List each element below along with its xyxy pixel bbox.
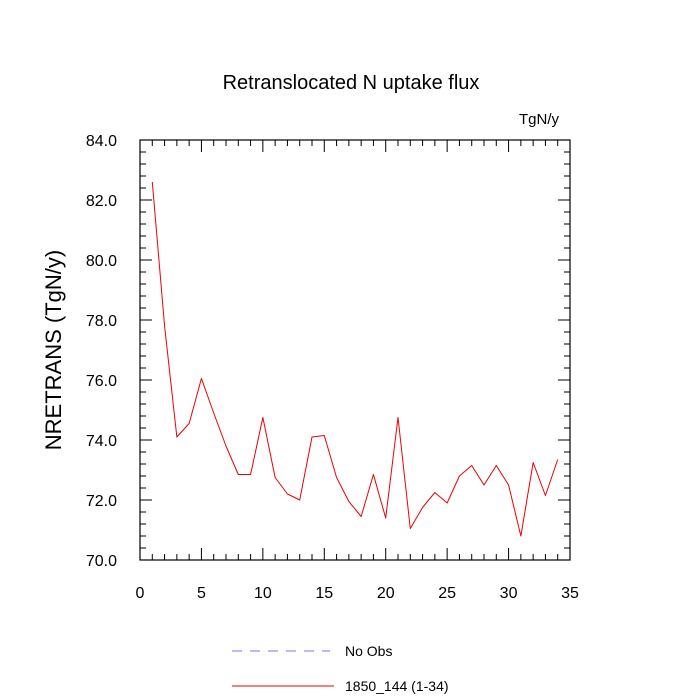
chart-title: Retranslocated N uptake flux xyxy=(223,72,480,94)
y-tick-label: 76.0 xyxy=(86,373,117,390)
x-tick-label: 10 xyxy=(254,585,272,602)
plot-frame xyxy=(139,139,571,561)
y-tick-label: 84.0 xyxy=(86,133,117,150)
series-line-1 xyxy=(151,181,559,537)
y-tick-label: 82.0 xyxy=(86,193,117,210)
y-tick-label: 70.0 xyxy=(86,553,117,570)
y-tick-label: 74.0 xyxy=(86,433,117,450)
plot-series xyxy=(151,181,559,537)
legend-label-no-obs: No Obs xyxy=(345,643,392,659)
x-tick-label: 20 xyxy=(377,585,395,602)
legend: No Obs 1850_144 (1-34) xyxy=(232,643,449,694)
y-tick-label: 72.0 xyxy=(86,493,117,510)
x-tick-label: 35 xyxy=(561,585,579,602)
x-tick-label: 30 xyxy=(500,585,518,602)
y-tick-label: 80.0 xyxy=(86,253,117,270)
units-label: TgN/y xyxy=(519,111,560,128)
x-tick-label: 15 xyxy=(315,585,333,602)
y-axis-label: NRETRANS (TgN/y) xyxy=(41,250,66,450)
ticks-layer: 0 5 10 15 20 25 30 35 70.0 72.0 74.0 76.0 78.0 80.0 82… xyxy=(86,133,579,602)
x-tick-label: 5 xyxy=(197,585,206,602)
x-tick-label: 0 xyxy=(136,585,145,602)
y-tick-label: 78.0 xyxy=(86,313,117,330)
legend-label-1850-144: 1850_144 (1-34) xyxy=(345,678,449,694)
x-tick-label: 25 xyxy=(438,585,456,602)
